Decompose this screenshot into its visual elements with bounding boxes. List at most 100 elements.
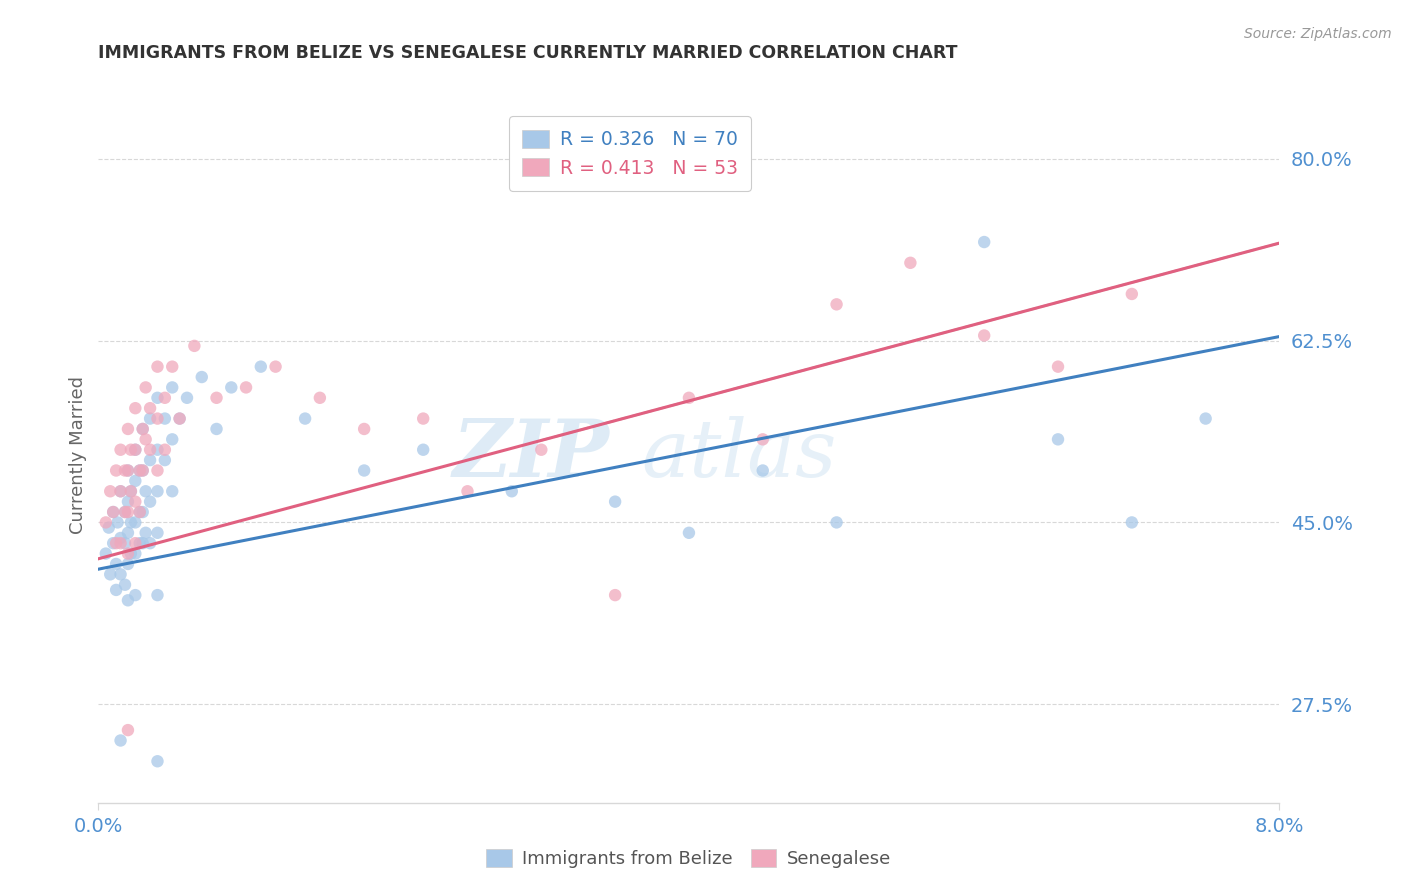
Point — [132, 422, 155, 436]
Point — [124, 494, 146, 508]
Point — [501, 484, 523, 499]
Point — [132, 505, 155, 519]
Point — [205, 422, 228, 436]
Point — [456, 484, 478, 499]
Point — [105, 536, 128, 550]
Point — [825, 297, 848, 311]
Point — [128, 463, 150, 477]
Point — [169, 411, 191, 425]
Point — [132, 463, 155, 477]
Point — [110, 531, 132, 545]
Point — [94, 547, 117, 561]
Point — [973, 328, 995, 343]
Text: Source: ZipAtlas.com: Source: ZipAtlas.com — [1244, 27, 1392, 41]
Point — [117, 463, 139, 477]
Point — [117, 463, 139, 477]
Point — [308, 391, 332, 405]
Point — [219, 380, 242, 394]
Point — [132, 422, 155, 436]
Point — [139, 536, 162, 550]
Point — [110, 733, 132, 747]
Point — [120, 547, 142, 561]
Point — [146, 391, 169, 405]
Point — [264, 359, 287, 374]
Point — [205, 391, 228, 405]
Point — [124, 442, 146, 457]
Point — [825, 516, 848, 530]
Point — [1194, 411, 1216, 425]
Point — [1046, 433, 1069, 447]
Point — [146, 411, 169, 425]
Point — [162, 359, 183, 374]
Point — [146, 754, 169, 768]
Point — [530, 442, 553, 457]
Point — [103, 505, 125, 519]
Point — [1046, 359, 1069, 374]
Point — [162, 433, 183, 447]
Point — [97, 520, 120, 534]
Legend: Immigrants from Belize, Senegalese: Immigrants from Belize, Senegalese — [477, 840, 901, 877]
Point — [751, 433, 773, 447]
Point — [117, 505, 139, 519]
Point — [107, 516, 129, 530]
Point — [117, 557, 139, 571]
Point — [146, 525, 169, 540]
Point — [135, 525, 157, 540]
Point — [117, 547, 139, 561]
Point — [1121, 516, 1143, 530]
Point — [153, 442, 176, 457]
Point — [117, 422, 139, 436]
Point — [120, 516, 142, 530]
Point — [146, 359, 169, 374]
Point — [128, 463, 150, 477]
Point — [124, 516, 146, 530]
Point — [124, 401, 146, 416]
Point — [605, 494, 627, 508]
Point — [353, 463, 375, 477]
Point — [117, 593, 139, 607]
Point — [412, 442, 434, 457]
Point — [105, 582, 128, 597]
Point — [105, 463, 128, 477]
Point — [135, 433, 157, 447]
Point — [412, 411, 434, 425]
Point — [128, 505, 150, 519]
Point — [139, 411, 162, 425]
Point — [605, 588, 627, 602]
Point — [110, 442, 132, 457]
Point — [114, 578, 136, 592]
Point — [114, 505, 136, 519]
Point — [353, 422, 375, 436]
Point — [135, 484, 157, 499]
Point — [117, 494, 139, 508]
Point — [898, 256, 921, 270]
Point — [139, 442, 162, 457]
Point — [139, 401, 162, 416]
Point — [132, 536, 155, 550]
Point — [1121, 287, 1143, 301]
Point — [294, 411, 316, 425]
Point — [146, 588, 169, 602]
Point — [162, 380, 183, 394]
Point — [117, 525, 139, 540]
Point — [678, 525, 700, 540]
Point — [128, 505, 150, 519]
Point — [124, 588, 146, 602]
Point — [110, 567, 132, 582]
Point — [146, 463, 169, 477]
Text: IMMIGRANTS FROM BELIZE VS SENEGALESE CURRENTLY MARRIED CORRELATION CHART: IMMIGRANTS FROM BELIZE VS SENEGALESE CUR… — [98, 45, 957, 62]
Point — [124, 474, 146, 488]
Text: atlas: atlas — [641, 417, 837, 493]
Point — [169, 411, 191, 425]
Point — [103, 536, 125, 550]
Point — [120, 484, 142, 499]
Point — [146, 484, 169, 499]
Point — [135, 380, 157, 394]
Point — [110, 536, 132, 550]
Point — [120, 442, 142, 457]
Point — [120, 484, 142, 499]
Point — [153, 453, 176, 467]
Point — [128, 536, 150, 550]
Text: ZIP: ZIP — [453, 417, 610, 493]
Point — [176, 391, 198, 405]
